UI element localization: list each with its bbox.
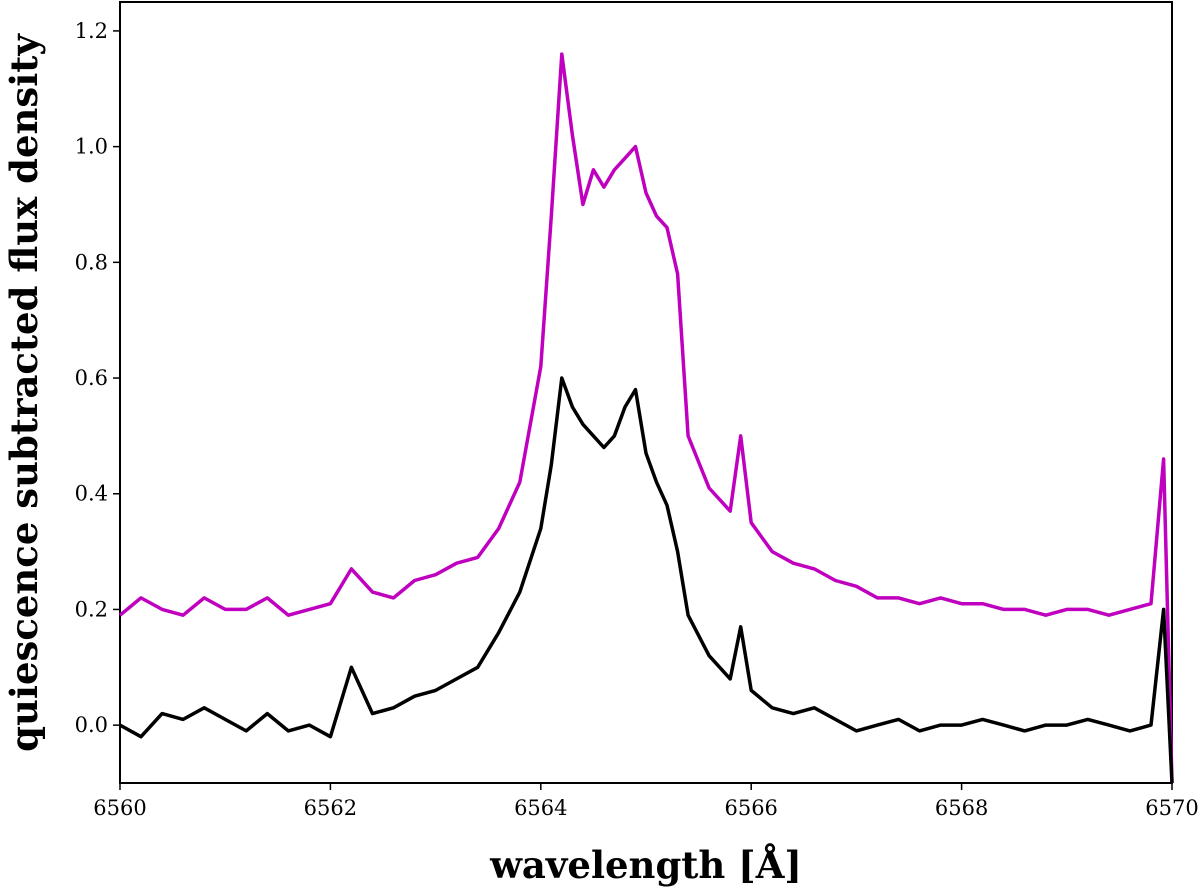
black-series-line xyxy=(119,376,1174,784)
x-tick-label: 6566 xyxy=(724,796,777,820)
y-tick-label: 0.8 xyxy=(75,250,108,274)
y-tick-label: 1.2 xyxy=(75,19,108,43)
y-tick-label: 0.2 xyxy=(75,597,108,621)
x-axis-label: wavelength [Å] xyxy=(489,843,802,887)
y-tick-label: 1.0 xyxy=(75,135,108,159)
y-axis-label: quiescence subtracted flux density xyxy=(2,33,46,752)
series-group xyxy=(118,52,1174,784)
x-tick-label: 6564 xyxy=(514,796,567,820)
y-tick-label: 0.6 xyxy=(75,366,108,390)
y-tick-label: 0.4 xyxy=(75,482,108,506)
x-tick-label: 6560 xyxy=(93,796,146,820)
y-axis-ticks: 0.0 0.2 0.4 0.6 0.8 1.0 1.2 xyxy=(75,19,120,737)
plot-frame xyxy=(119,1,1173,784)
x-tick-label: 6570 xyxy=(1145,796,1198,820)
magenta-series-line xyxy=(118,52,1174,784)
x-tick-label: 6568 xyxy=(935,796,988,820)
y-tick-label: 0.0 xyxy=(75,713,108,737)
x-tick-label: 6562 xyxy=(304,796,357,820)
x-axis-ticks: 6560 6562 6564 6566 6568 6570 xyxy=(93,783,1199,820)
